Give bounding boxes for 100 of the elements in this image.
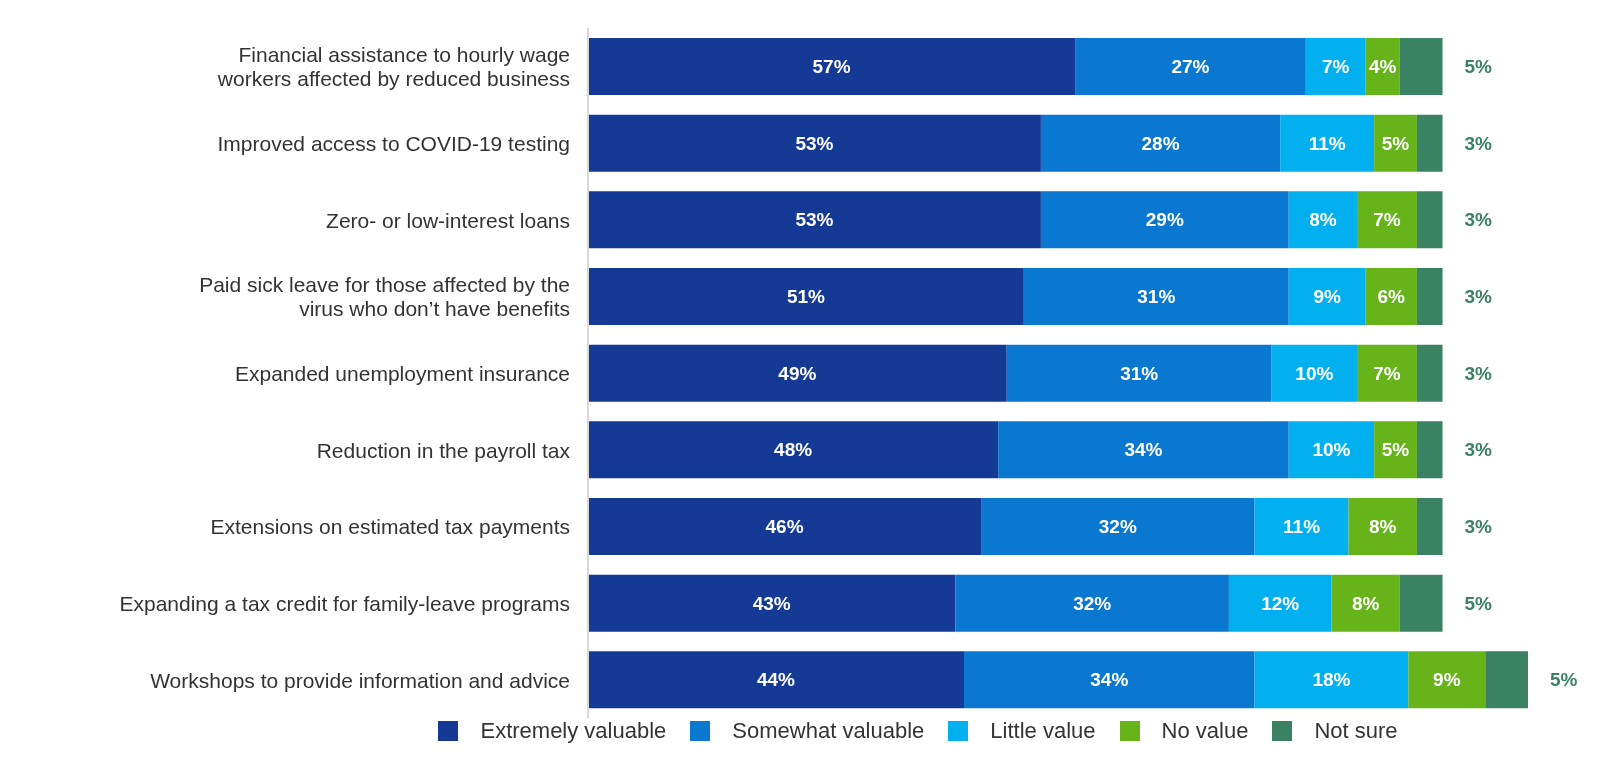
bar: [1416, 344, 1443, 402]
y-tick-label: Extensions on estimated tax payments: [210, 514, 570, 538]
bar: [588, 651, 964, 709]
data-label: 7%: [1321, 55, 1350, 77]
data-label: 10%: [1312, 439, 1351, 461]
legend-label: Not sure: [1313, 718, 1398, 744]
y-tick-label: Financial assistance to hourly wage workers affected by reduced business: [216, 42, 570, 90]
bar: [1040, 114, 1281, 172]
data-label: 5%: [1381, 132, 1410, 154]
y-tick-label: Expanded unemployment insurance: [234, 361, 570, 385]
data-label: 34%: [1124, 439, 1163, 461]
data-label: 28%: [1141, 132, 1180, 154]
bar: [588, 497, 982, 555]
data-label: 8%: [1368, 515, 1397, 537]
data-label: 4%: [1368, 55, 1397, 77]
data-label: 31%: [1137, 285, 1176, 307]
bar: [1305, 37, 1366, 95]
data-label: 43%: [752, 592, 791, 614]
bar: [1254, 651, 1409, 709]
bar: [1348, 497, 1417, 555]
bar: [1288, 267, 1366, 325]
bar: [1416, 267, 1443, 325]
bar: [1408, 651, 1486, 709]
data-label: 12%: [1261, 592, 1300, 614]
bar: [1023, 267, 1289, 325]
data-label: 9%: [1313, 285, 1342, 307]
data-label: 44%: [756, 669, 796, 691]
data-label: 5%: [1550, 669, 1578, 691]
bar: [1254, 497, 1349, 555]
bar: [588, 267, 1024, 325]
data-label: 3%: [1464, 132, 1493, 154]
data-label: 3%: [1464, 362, 1493, 384]
y-tick-label: Reduction in the payroll tax: [316, 438, 571, 462]
legend-label: Somewhat valuable: [731, 718, 925, 744]
bar: [1331, 574, 1400, 632]
y-tick-label: Expanding a tax credit for family-leave programs: [119, 591, 570, 615]
data-label: 3%: [1464, 285, 1493, 307]
bar: [1399, 37, 1443, 95]
data-label: 10%: [1295, 362, 1334, 384]
data-label: 53%: [795, 132, 834, 154]
bar: [981, 497, 1255, 555]
data-label: 7%: [1373, 362, 1401, 384]
bar: [1288, 421, 1375, 479]
data-label: 8%: [1309, 209, 1337, 231]
bar: [588, 37, 1076, 95]
data-label: 3%: [1464, 515, 1493, 537]
data-label: 29%: [1145, 209, 1184, 231]
bar: [1280, 114, 1375, 172]
data-label: 46%: [765, 515, 804, 537]
bar: [588, 421, 999, 479]
bar: [1399, 574, 1443, 632]
bar: [1416, 497, 1443, 555]
bar: [588, 191, 1041, 249]
bar: [1228, 574, 1332, 632]
data-label: 57%: [812, 55, 851, 77]
y-tick-label: Paid sick leave for those affected by the virus who don’t have benefits: [199, 272, 570, 320]
y-tick-label: Improved access to COVID-19 testing: [217, 131, 570, 155]
bar: [1271, 344, 1358, 402]
data-label: 9%: [1433, 669, 1461, 691]
legend-label: Extremely valuable: [479, 718, 667, 744]
legend-label: Little value: [989, 718, 1096, 744]
data-label: 34%: [1090, 669, 1129, 691]
data-label: 18%: [1312, 669, 1351, 691]
bar: [1485, 651, 1528, 709]
y-tick-label: Zero- or low-interest loans: [326, 208, 570, 232]
data-label: 32%: [1098, 515, 1137, 537]
data-label: 7%: [1373, 209, 1401, 231]
data-label: 6%: [1377, 285, 1406, 307]
bar: [1374, 421, 1417, 479]
bar: [1416, 421, 1443, 479]
data-label: 32%: [1073, 592, 1112, 614]
data-label: 31%: [1120, 362, 1159, 384]
data-label: 53%: [795, 209, 834, 231]
bar: [1288, 191, 1358, 249]
bar: [588, 574, 956, 632]
data-label: 11%: [1283, 515, 1321, 537]
data-label: 5%: [1381, 439, 1410, 461]
legend-label: No value: [1160, 718, 1249, 744]
bar: [1374, 114, 1417, 172]
bar: [1416, 114, 1443, 172]
bar: [964, 651, 1255, 709]
bar: [1075, 37, 1306, 95]
bar: [955, 574, 1229, 632]
data-label: 3%: [1464, 209, 1493, 231]
data-label: 48%: [774, 439, 813, 461]
data-label: 5%: [1464, 592, 1493, 614]
bar: [588, 344, 1007, 402]
data-label: 11%: [1308, 132, 1346, 154]
data-label: 51%: [786, 285, 826, 307]
bar: [1416, 191, 1443, 249]
bar: [1365, 267, 1417, 325]
data-label: 3%: [1464, 439, 1493, 461]
data-label: 8%: [1351, 592, 1380, 614]
bar: [998, 421, 1289, 479]
data-label: 27%: [1171, 55, 1210, 77]
bar: [1040, 191, 1289, 249]
bar: [1357, 344, 1417, 402]
bar: [1357, 191, 1417, 249]
data-label: 5%: [1464, 55, 1493, 77]
data-label: 49%: [778, 362, 817, 384]
